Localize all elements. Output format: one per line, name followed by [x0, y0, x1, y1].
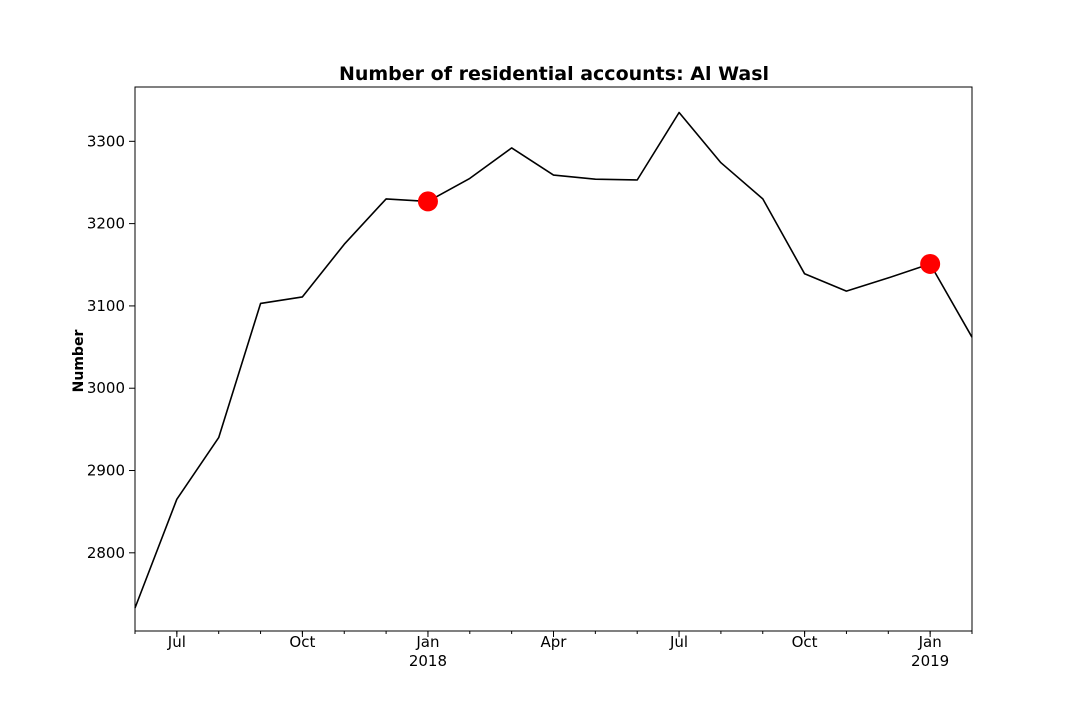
- y-axis-label: Number: [71, 330, 87, 393]
- y-tick-label: 2800: [87, 544, 125, 562]
- y-tick-label: 3300: [87, 132, 125, 150]
- x-tick-label: Oct: [792, 633, 818, 651]
- y-tick-label: 3000: [87, 379, 125, 397]
- highlight-point: [417, 191, 438, 212]
- plot-frame: [134, 86, 973, 632]
- x-tick-label: Jan: [918, 633, 942, 651]
- x-tick-label: Oct: [289, 633, 315, 651]
- y-tick-label: 3200: [87, 215, 125, 233]
- x-tick-year-label: 2019: [911, 652, 949, 670]
- chart-title: Number of residential accounts: Al Wasl: [339, 63, 769, 85]
- highlight-point: [920, 253, 941, 274]
- x-tick-label: Apr: [541, 633, 568, 651]
- x-tick-label: Jul: [669, 633, 688, 651]
- y-tick-label: 3100: [87, 297, 125, 315]
- x-tick-label: Jan: [415, 633, 439, 651]
- x-tick-label: Jul: [167, 633, 186, 651]
- series-line: [134, 111, 973, 609]
- x-tick-year-label: 2018: [409, 652, 447, 670]
- y-tick-label: 2900: [87, 462, 125, 480]
